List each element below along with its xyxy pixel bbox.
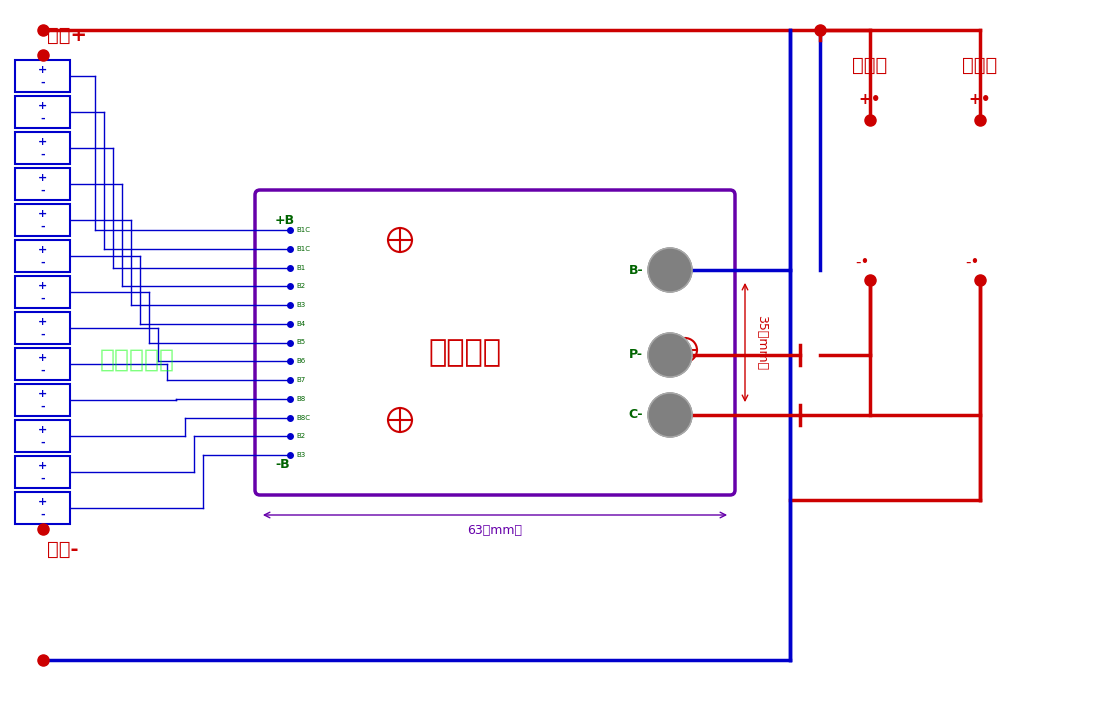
Text: +: + [38, 461, 47, 471]
Text: -: - [41, 114, 45, 124]
FancyBboxPatch shape [15, 384, 70, 416]
Text: -: - [41, 438, 45, 448]
Text: +: + [38, 317, 47, 327]
Text: B5: B5 [296, 339, 305, 346]
Text: -•: -• [964, 255, 979, 270]
FancyBboxPatch shape [15, 204, 70, 236]
Text: -: - [41, 474, 45, 484]
Text: B4: B4 [296, 321, 305, 327]
Text: 63（mm）: 63（mm） [468, 523, 523, 536]
Text: 电池-: 电池- [47, 540, 79, 558]
Text: B2: B2 [296, 434, 305, 439]
Text: -: - [41, 78, 45, 88]
Text: +: + [38, 281, 47, 291]
Text: 35（mm）: 35（mm） [755, 315, 768, 370]
FancyBboxPatch shape [15, 456, 70, 488]
Text: +B: +B [275, 213, 295, 227]
Text: -: - [41, 294, 45, 304]
Text: B1C: B1C [296, 227, 310, 233]
Text: +: + [38, 245, 47, 255]
Text: -: - [41, 222, 45, 232]
Text: +: + [38, 425, 47, 435]
FancyBboxPatch shape [15, 240, 70, 272]
Text: B1C: B1C [296, 246, 310, 252]
Text: +•: +• [969, 93, 991, 108]
Text: -: - [41, 330, 45, 340]
Text: -: - [41, 258, 45, 268]
Circle shape [648, 333, 692, 377]
Text: B3: B3 [296, 452, 306, 458]
Text: B3: B3 [296, 302, 306, 308]
Text: -•: -• [855, 255, 869, 270]
Text: -: - [41, 366, 45, 376]
FancyBboxPatch shape [15, 60, 70, 92]
Text: -: - [41, 150, 45, 160]
Text: B-: B- [628, 264, 643, 277]
FancyBboxPatch shape [15, 96, 70, 128]
Text: +: + [38, 101, 47, 111]
Text: B6: B6 [296, 358, 306, 364]
Text: +•: +• [858, 93, 881, 108]
Text: 任我行锂电: 任我行锂电 [100, 348, 175, 372]
Text: -: - [41, 402, 45, 412]
FancyBboxPatch shape [15, 276, 70, 308]
Text: +: + [38, 65, 47, 75]
FancyBboxPatch shape [15, 132, 70, 164]
Text: +: + [38, 353, 47, 363]
Text: -: - [41, 510, 45, 520]
Text: B7: B7 [296, 377, 306, 383]
Text: 电池+: 电池+ [47, 26, 88, 44]
Text: C-: C- [628, 409, 643, 421]
Circle shape [648, 248, 692, 292]
Text: -: - [41, 186, 45, 196]
Text: 充电口: 充电口 [962, 56, 997, 74]
Text: +: + [38, 173, 47, 183]
FancyBboxPatch shape [255, 190, 735, 495]
FancyBboxPatch shape [15, 312, 70, 344]
Text: P-: P- [629, 349, 643, 361]
Text: B8C: B8C [296, 414, 310, 421]
FancyBboxPatch shape [15, 348, 70, 380]
Text: B8: B8 [296, 396, 306, 401]
Text: B2: B2 [296, 283, 305, 289]
Text: +: + [38, 137, 47, 147]
FancyBboxPatch shape [15, 492, 70, 524]
Text: 放电口: 放电口 [853, 56, 888, 74]
Text: B1: B1 [296, 265, 306, 270]
FancyBboxPatch shape [15, 420, 70, 452]
Text: +: + [38, 209, 47, 219]
Text: +: + [38, 389, 47, 399]
FancyBboxPatch shape [15, 168, 70, 200]
Text: -B: -B [275, 458, 289, 471]
Text: 散热片面: 散热片面 [429, 338, 502, 367]
Text: +: + [38, 496, 47, 507]
Circle shape [648, 393, 692, 437]
